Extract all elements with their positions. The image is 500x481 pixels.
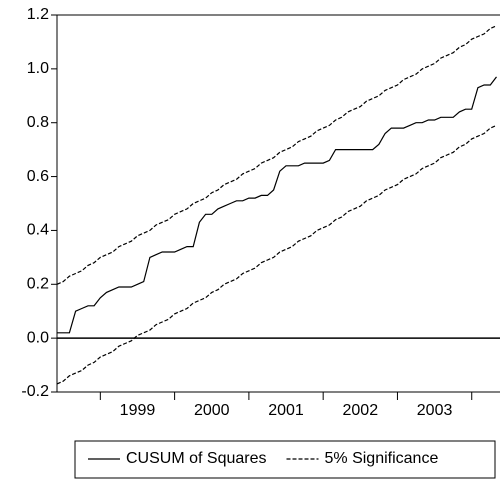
series-lower-line (56, 124, 497, 385)
x-tick-label: 2003 (417, 402, 453, 419)
legend-label: CUSUM of Squares (126, 450, 267, 467)
y-tick-label: -0.2 (21, 383, 49, 400)
y-tick-label: 0.6 (27, 168, 49, 185)
y-tick-label: 1.2 (27, 6, 49, 23)
legend (74, 440, 496, 479)
series-line (57, 76, 497, 334)
legend-label: 5% Significance (325, 450, 439, 467)
y-tick-label: 1.0 (27, 60, 49, 77)
x-tick-label: 2001 (268, 402, 304, 419)
x-tick-label: 2000 (194, 402, 230, 419)
x-tick-label: 1999 (120, 402, 156, 419)
y-tick-label: 0.0 (27, 329, 49, 346)
series-line (56, 25, 497, 285)
x-tick-label: 2002 (343, 402, 379, 419)
y-tick-label: 0.8 (27, 114, 49, 131)
plot-frame (56, 14, 500, 393)
y-tick-label: 0.2 (27, 276, 49, 293)
y-tick-label: 0.4 (27, 222, 49, 239)
